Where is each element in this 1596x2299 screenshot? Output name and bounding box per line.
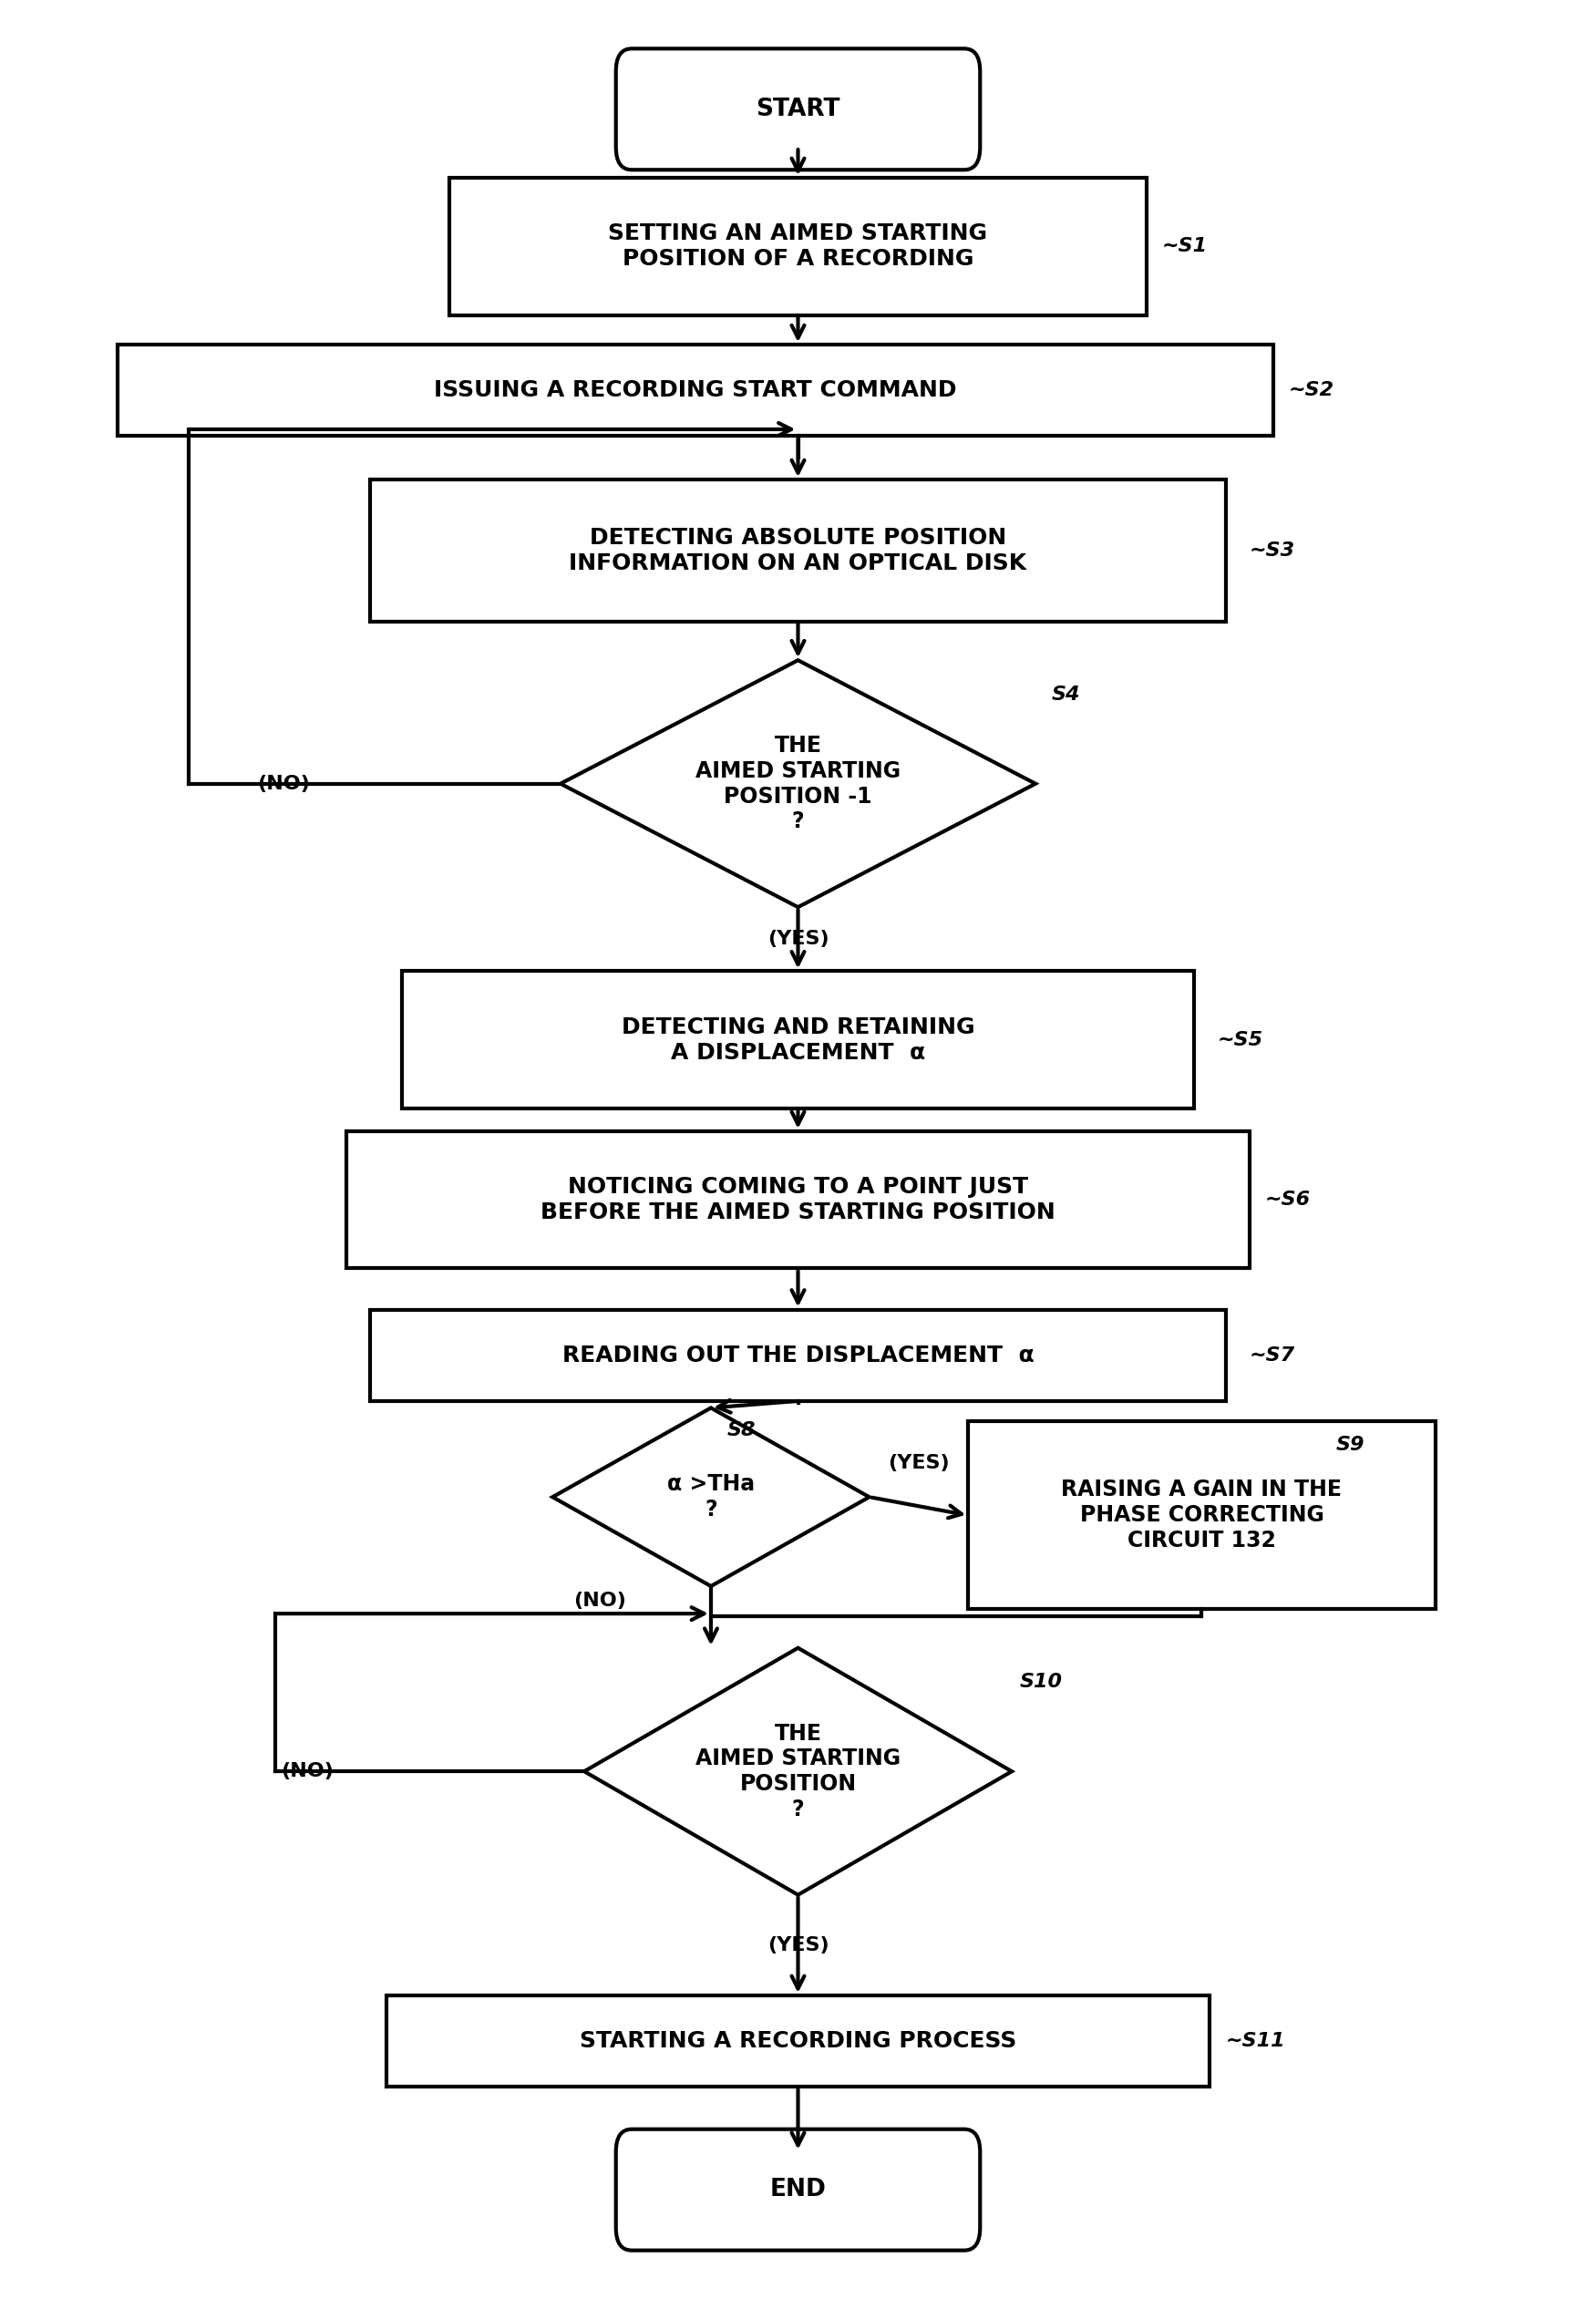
Bar: [370, 480, 1226, 621]
Text: (YES): (YES): [768, 931, 828, 947]
Bar: [370, 1310, 1226, 1400]
Text: S8: S8: [726, 1421, 755, 1439]
Bar: [450, 177, 1146, 315]
Text: END: END: [769, 2177, 827, 2202]
Text: ~S2: ~S2: [1290, 382, 1334, 400]
Text: (NO): (NO): [257, 775, 310, 793]
Polygon shape: [584, 1648, 1012, 1894]
Bar: [346, 1131, 1250, 1269]
Text: THE
AIMED STARTING
POSITION
?: THE AIMED STARTING POSITION ?: [696, 1722, 900, 1821]
Text: (NO): (NO): [573, 1591, 627, 1609]
Bar: [117, 345, 1274, 437]
Text: (NO): (NO): [281, 1763, 334, 1779]
Text: RAISING A GAIN IN THE
PHASE CORRECTING
CIRCUIT 132: RAISING A GAIN IN THE PHASE CORRECTING C…: [1061, 1478, 1342, 1552]
Text: ~S3: ~S3: [1250, 540, 1294, 559]
Text: (YES): (YES): [768, 1936, 828, 1954]
FancyBboxPatch shape: [616, 48, 980, 170]
Text: ~S5: ~S5: [1218, 1030, 1264, 1048]
Text: ~S7: ~S7: [1250, 1347, 1294, 1363]
Polygon shape: [560, 660, 1036, 908]
Text: START: START: [757, 97, 839, 122]
Text: ISSUING A RECORDING START COMMAND: ISSUING A RECORDING START COMMAND: [434, 379, 956, 402]
Text: STARTING A RECORDING PROCESS: STARTING A RECORDING PROCESS: [579, 2030, 1017, 2053]
Text: ~S6: ~S6: [1266, 1191, 1310, 1209]
Text: ~S11: ~S11: [1226, 2032, 1285, 2051]
Text: DETECTING ABSOLUTE POSITION
INFORMATION ON AN OPTICAL DISK: DETECTING ABSOLUTE POSITION INFORMATION …: [570, 526, 1026, 575]
Bar: [402, 970, 1194, 1108]
Text: READING OUT THE DISPLACEMENT  α: READING OUT THE DISPLACEMENT α: [562, 1345, 1034, 1366]
Text: ~S1: ~S1: [1162, 237, 1208, 255]
Polygon shape: [552, 1407, 870, 1586]
Text: S10: S10: [1020, 1674, 1063, 1692]
Text: S9: S9: [1336, 1435, 1365, 1453]
Text: NOTICING COMING TO A POINT JUST
BEFORE THE AIMED STARTING POSITION: NOTICING COMING TO A POINT JUST BEFORE T…: [541, 1177, 1055, 1223]
Text: (YES): (YES): [887, 1453, 950, 1471]
Bar: [386, 1996, 1210, 2087]
Text: THE
AIMED STARTING
POSITION -1
?: THE AIMED STARTING POSITION -1 ?: [696, 736, 900, 832]
FancyBboxPatch shape: [616, 2129, 980, 2251]
Text: SETTING AN AIMED STARTING
POSITION OF A RECORDING: SETTING AN AIMED STARTING POSITION OF A …: [608, 223, 988, 269]
Text: DETECTING AND RETAINING
A DISPLACEMENT  α: DETECTING AND RETAINING A DISPLACEMENT α: [621, 1016, 975, 1064]
Text: α >THa
?: α >THa ?: [667, 1474, 755, 1520]
Bar: [969, 1421, 1435, 1609]
Text: S4: S4: [1052, 685, 1080, 703]
